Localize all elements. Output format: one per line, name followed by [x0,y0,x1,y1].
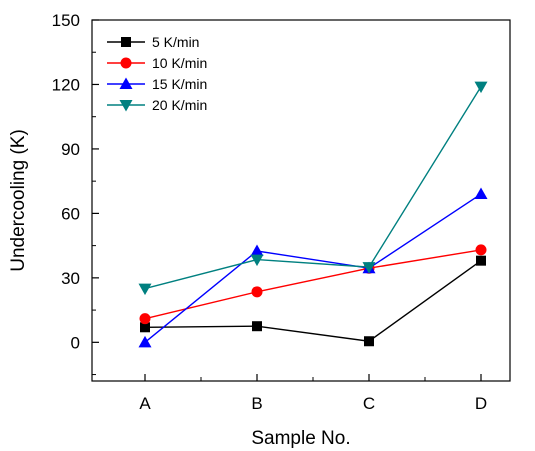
data-point [474,187,488,200]
y-tick-label: 150 [52,11,80,30]
y-tick-label: 60 [61,204,80,223]
series-line [144,193,482,343]
series-1 [139,244,487,325]
data-point [138,283,152,296]
y-tick-label: 120 [52,75,80,94]
legend-marker [121,37,131,47]
data-point [475,244,487,256]
data-point [250,244,264,256]
data-point [362,262,376,274]
legend-label: 15 K/min [152,76,207,92]
axes-frame [91,19,511,382]
data-point [251,286,263,298]
data-point [139,313,151,325]
legend-marker [119,77,133,89]
series-0 [140,255,486,347]
series-line [144,86,482,290]
legend-item: 5 K/min [107,34,199,50]
legend-label: 20 K/min [152,97,207,113]
x-axis-label: Sample No. [251,428,350,449]
series-3 [138,81,488,296]
y-tick-label: 90 [61,140,80,159]
legend-label: 10 K/min [152,55,207,71]
y-axis-ticks: 0 30 60 90 120 150 [52,11,99,376]
x-tick-label: C [363,394,375,413]
x-tick-label: A [139,394,151,413]
series-2 [138,187,488,348]
series-group [138,81,488,348]
legend: 5 K/min 10 K/min 15 K/min 20 K/min [107,34,207,113]
series-line [144,260,482,342]
data-point [476,255,486,266]
data-point [138,335,152,348]
legend-item: 10 K/min [107,55,207,71]
legend-item: 20 K/min [107,97,207,113]
plot-frame [91,19,511,382]
legend-marker [119,100,133,112]
data-point [252,321,262,332]
data-point [364,336,374,347]
data-point [474,81,488,94]
legend-label: 5 K/min [152,34,199,50]
y-tick-label: 30 [61,269,80,288]
x-axis-ticks: A B C D [139,374,487,413]
legend-marker [120,57,132,69]
legend-item: 15 K/min [107,76,207,92]
y-axis-label: Undercooling (K) [8,129,29,272]
x-tick-label: D [475,394,487,413]
x-tick-label: B [251,394,262,413]
data-point [250,254,264,267]
series-line [144,249,482,320]
data-point [140,322,150,333]
y-tick-label: 0 [71,333,80,352]
